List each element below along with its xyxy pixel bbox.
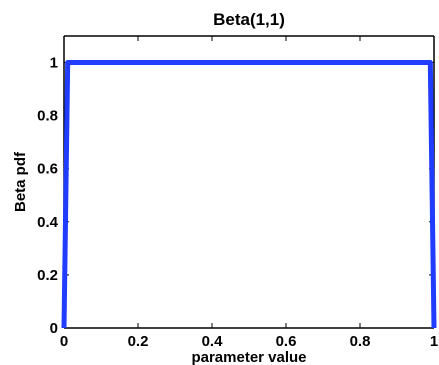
x-tick-label: 0.8	[350, 333, 371, 350]
x-tick-label: 1	[430, 333, 438, 350]
series-line	[61, 60, 437, 329]
y-tick-label: 1	[50, 55, 58, 72]
chart-title: Beta(1,1)	[213, 10, 285, 29]
series-group	[61, 60, 437, 329]
x-tick-label: 0	[60, 333, 68, 350]
x-ticks: 0 0.2 0.4 0.6 0.8 1	[60, 36, 438, 350]
y-tick-label: 0.6	[37, 161, 58, 178]
y-tick-label: 0.2	[37, 267, 58, 284]
y-tick-label: 0	[50, 320, 58, 337]
plot-area	[64, 36, 434, 328]
y-ticks: 0 0.2 0.4 0.6 0.8 1	[37, 55, 434, 337]
x-tick-label: 0.4	[202, 333, 224, 350]
x-axis-label: parameter value	[191, 349, 306, 365]
y-axis-label: Beta pdf	[12, 151, 29, 212]
y-tick-label: 0.4	[37, 214, 59, 231]
x-tick-label: 0.2	[128, 333, 149, 350]
x-tick-label: 0.6	[276, 333, 297, 350]
y-tick-label: 0.8	[37, 108, 58, 125]
